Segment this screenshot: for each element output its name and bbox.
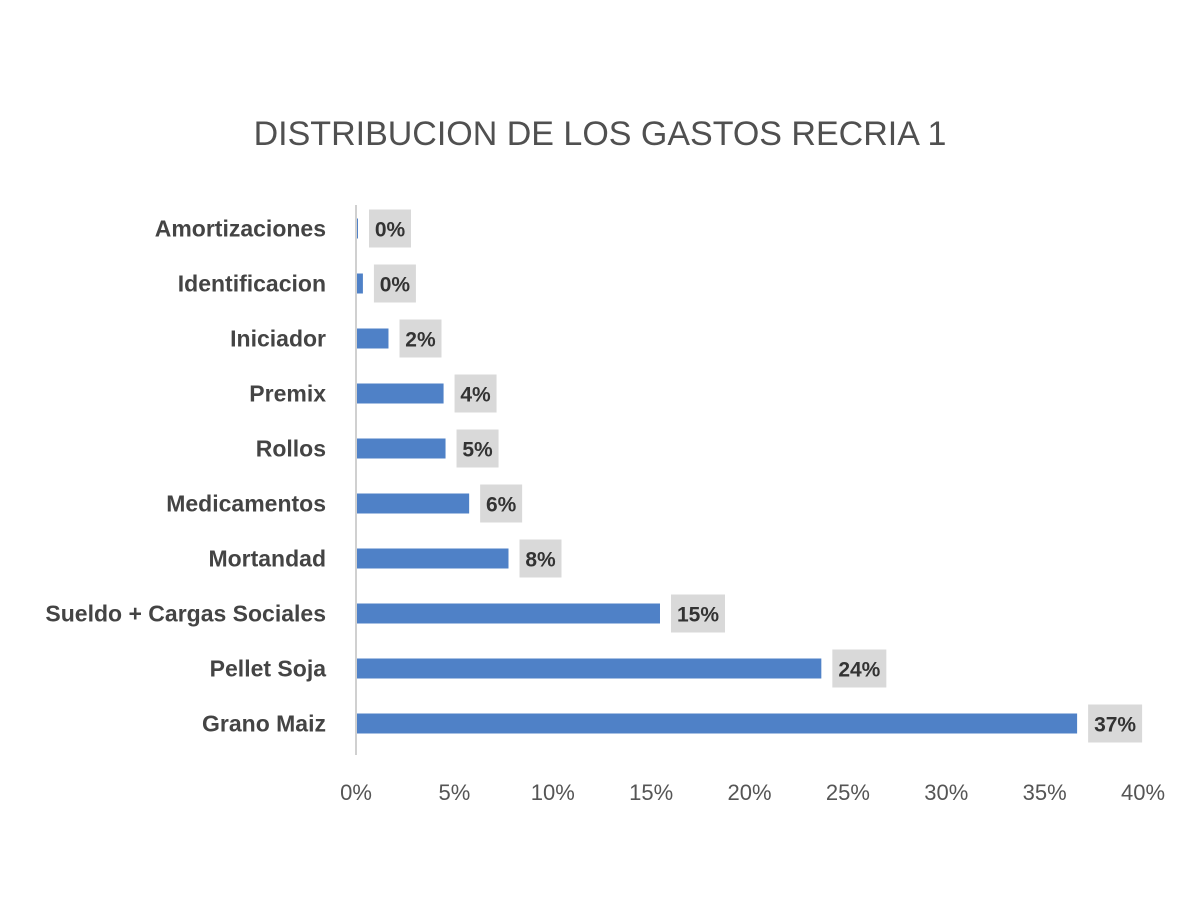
category-label: Pellet Soja (210, 656, 327, 682)
bar (357, 713, 1078, 734)
data-label: 6% (486, 494, 517, 517)
data-label: 5% (462, 439, 493, 462)
data-label-box (369, 209, 411, 248)
bar (357, 548, 509, 569)
x-tick-label: 25% (826, 780, 870, 805)
data-label-box (1088, 704, 1143, 743)
category-label: Premix (249, 381, 326, 407)
category-label: Grano Maiz (202, 711, 326, 737)
bar (357, 383, 444, 404)
data-label-box (670, 594, 725, 633)
data-label: 8% (525, 549, 556, 572)
data-label: 24% (838, 659, 880, 682)
bar (357, 658, 822, 679)
category-label: Rollos (256, 436, 326, 462)
category-label: Sueldo + Cargas Sociales (45, 601, 326, 627)
data-label: 0% (375, 219, 406, 242)
data-label: 2% (405, 329, 436, 352)
data-label: 4% (460, 384, 491, 407)
category-label: Identificacion (178, 271, 326, 297)
bar (357, 603, 660, 624)
x-tick-label: 5% (438, 780, 470, 805)
data-label-box (454, 374, 497, 413)
x-tick-label: 30% (924, 780, 968, 805)
category-label: Iniciador (230, 326, 326, 352)
chart-title: DISTRIBUCION DE LOS GASTOS RECRIA 1 (254, 115, 947, 153)
data-label: 15% (677, 604, 719, 627)
bar (357, 493, 470, 514)
x-tick-label: 0% (340, 780, 372, 805)
category-label: Amortizaciones (155, 216, 326, 242)
data-label-box (519, 539, 562, 578)
bar (357, 328, 389, 349)
data-label-box (399, 319, 442, 358)
bar (357, 218, 358, 239)
data-label: 37% (1094, 714, 1136, 737)
data-label-box (456, 429, 499, 468)
x-tick-label: 35% (1023, 780, 1067, 805)
x-tick-label: 10% (531, 780, 575, 805)
x-tick-label: 15% (629, 780, 673, 805)
category-label: Medicamentos (166, 491, 326, 517)
x-tick-label: 20% (727, 780, 771, 805)
data-label-box (832, 649, 887, 688)
bar (357, 273, 363, 294)
category-label: Mortandad (208, 546, 326, 572)
data-label-box (373, 264, 416, 303)
x-tick-label: 40% (1121, 780, 1165, 805)
bar (357, 438, 446, 459)
data-label-box (480, 484, 523, 523)
data-label: 0% (380, 274, 411, 297)
